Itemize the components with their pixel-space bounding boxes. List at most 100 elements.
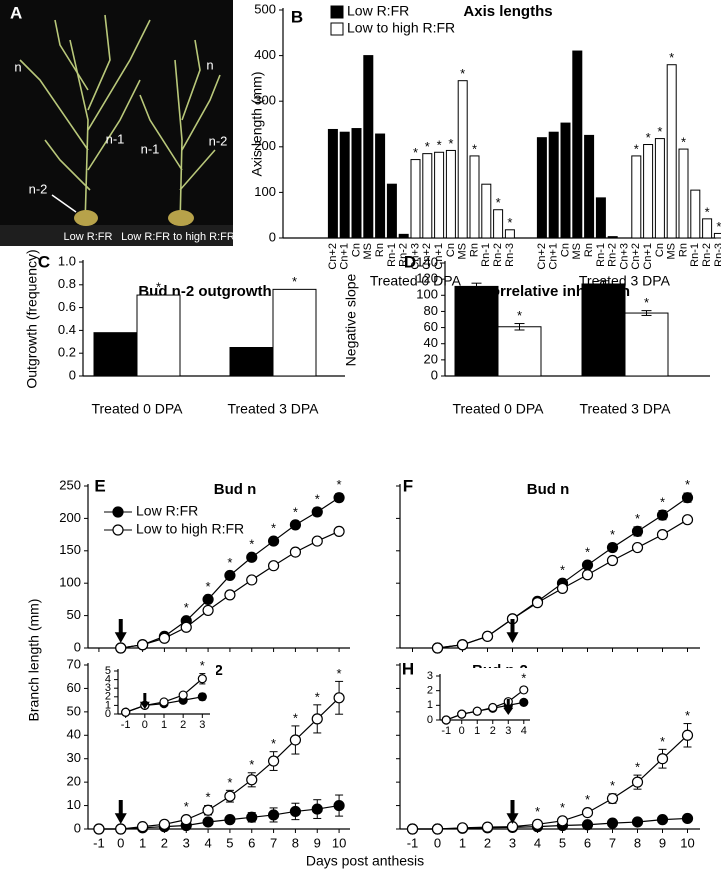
bar: [351, 128, 362, 239]
x-tick-label: 3: [199, 719, 205, 731]
y-tick-label: 50: [67, 607, 81, 622]
data-point: [456, 639, 469, 651]
significance-mark: *: [448, 136, 453, 151]
x-tick-label: MS: [666, 243, 678, 260]
x-tick-label: Cn+1: [642, 243, 654, 270]
significance-mark: *: [315, 689, 320, 704]
bar: [386, 183, 397, 239]
significance-mark: *: [560, 563, 565, 578]
y-tick-label: 140: [416, 254, 438, 269]
data-point: [481, 630, 494, 642]
y-axis-label: Negative slope: [343, 273, 359, 366]
data-point: [656, 753, 669, 765]
y-axis-label: Branch length (mm): [26, 599, 42, 722]
y-tick-label: 20: [67, 774, 81, 789]
plant-stem: [87, 19, 151, 131]
photo-label: Low R:FR to high R:FR: [121, 231, 235, 243]
x-tick-label: 1: [459, 835, 466, 850]
panel-label: A: [10, 3, 22, 22]
y-tick-label: 0.2: [58, 345, 76, 360]
data-point: [311, 506, 323, 518]
y-tick-label: 2: [427, 685, 433, 697]
bar: [584, 134, 595, 239]
data-point: [224, 569, 236, 582]
x-tick-label: Rn: [677, 243, 689, 257]
data-point: [311, 803, 323, 815]
rosette: [168, 210, 194, 226]
y-tick-label: 200: [59, 510, 81, 525]
x-tick-label: Treated 0 DPA: [91, 401, 183, 417]
x-tick-label: Cn: [445, 243, 457, 257]
panel-label: F: [403, 476, 413, 495]
y-tick-label: 4: [105, 674, 111, 686]
data-point: [333, 492, 345, 504]
data-point: [197, 674, 207, 684]
data-point: [488, 702, 498, 713]
x-tick-label: Treated 3 DPA: [227, 401, 319, 417]
y-tick-label: 400: [254, 47, 276, 62]
x-tick-label: Cn+1: [339, 243, 351, 270]
data-point: [333, 692, 345, 704]
significance-mark: *: [585, 544, 590, 559]
y-tick-label: 0: [74, 639, 81, 654]
x-tick-label: 8: [634, 835, 641, 850]
plant-stem: [44, 139, 91, 191]
y-tick-label: 60: [424, 319, 438, 334]
significance-mark: *: [472, 141, 477, 156]
plant-stem: [174, 59, 183, 226]
photo-label: n-2: [29, 181, 48, 196]
bar: [690, 189, 701, 239]
bar: [445, 149, 456, 239]
x-tick-label: 2: [161, 835, 168, 850]
y-axis-label: Axis length (mm): [249, 71, 265, 176]
data-point: [158, 818, 171, 830]
significance-mark: *: [657, 124, 662, 139]
inset-background: [414, 668, 536, 736]
bar: [339, 131, 350, 239]
significance-mark: *: [496, 195, 501, 210]
data-point: [631, 776, 644, 788]
y-tick-label: 250: [59, 477, 81, 492]
significance-mark: *: [521, 670, 526, 685]
significance-mark: *: [184, 799, 189, 814]
y-tick-label: 0: [431, 367, 438, 382]
bar: [457, 80, 468, 239]
y-tick-label: 0: [427, 714, 433, 726]
x-tick-label: 4: [534, 835, 541, 850]
y-tick-label: 500: [254, 1, 276, 16]
data-point: [159, 697, 169, 707]
x-tick-label: Treated 3 DPA: [579, 401, 671, 417]
significance-mark: *: [249, 537, 254, 552]
photo-label: n-1: [141, 141, 160, 156]
y-tick-label: 1: [427, 699, 433, 711]
plant-stem: [181, 39, 201, 121]
arrow-head: [114, 813, 127, 824]
x-tick-label: 10: [680, 835, 694, 850]
significance-mark: *: [635, 760, 640, 775]
data-point: [115, 823, 127, 835]
bar: [631, 155, 642, 239]
bar: [375, 133, 386, 239]
data-point: [289, 734, 302, 746]
x-tick-label: 6: [584, 835, 591, 850]
x-tick-label: Rn: [583, 243, 595, 257]
data-point: [267, 535, 280, 547]
panel-label: C: [38, 252, 50, 271]
treatment-arrow: [114, 619, 127, 643]
panel-label: D: [404, 252, 416, 271]
y-tick-label: 0.4: [58, 322, 76, 337]
x-tick-label: 7: [609, 835, 616, 850]
bar: [363, 55, 374, 239]
legend-marker: [112, 524, 124, 536]
y-tick-label: 10: [67, 797, 81, 812]
treatment-arrow: [114, 800, 127, 824]
photo-floor: [0, 225, 233, 246]
x-tick-label: MS: [571, 243, 583, 260]
arrow-head: [139, 701, 150, 709]
x-tick-label: 4: [521, 725, 527, 737]
x-tick-label: Rn-1: [595, 243, 607, 267]
data-point: [202, 804, 214, 816]
photo-label: n-2: [209, 133, 228, 148]
y-tick-label: 0.8: [58, 276, 76, 291]
